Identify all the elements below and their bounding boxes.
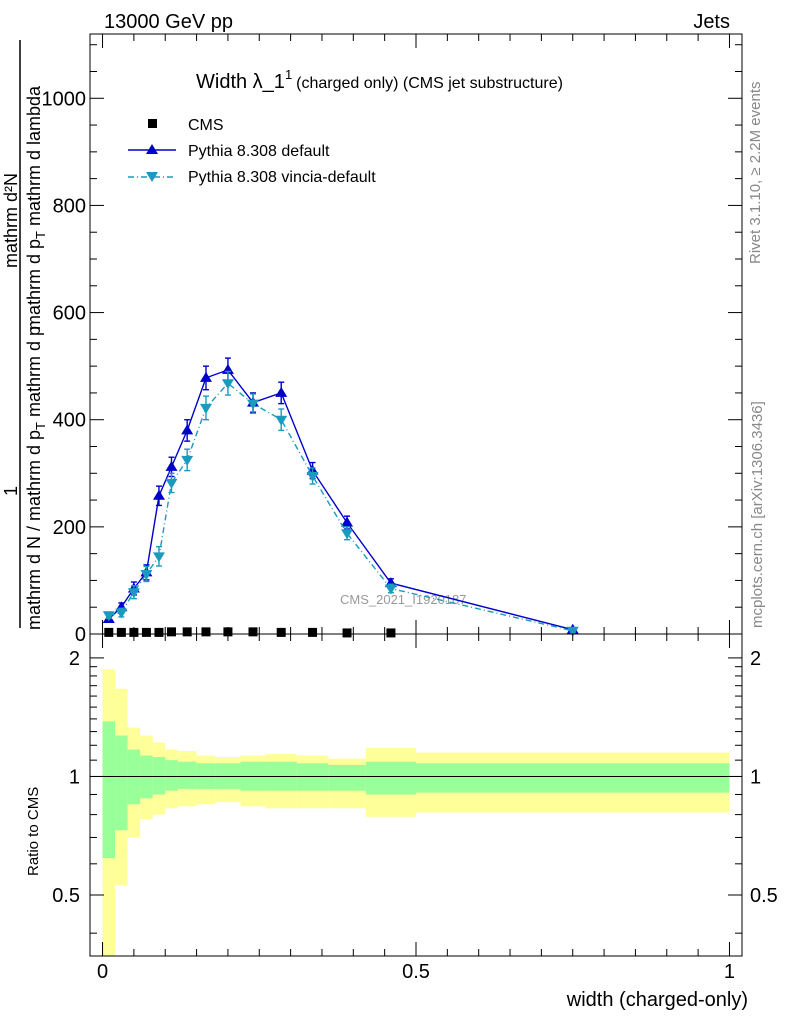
x-tick-label: 1 bbox=[724, 961, 735, 983]
legend-marker-pythia-vincia bbox=[146, 172, 158, 182]
cms-data-point bbox=[248, 627, 258, 637]
main-panel-ticks bbox=[90, 34, 742, 635]
cms-data-point bbox=[276, 627, 286, 637]
pythia-vincia-data-point bbox=[275, 415, 288, 426]
pythia-vincia-data-point bbox=[102, 611, 115, 622]
cms-data-point bbox=[386, 628, 396, 638]
ratio-band-inner bbox=[416, 763, 730, 793]
ratio-bands bbox=[102, 669, 730, 956]
cms-data-point bbox=[182, 627, 192, 637]
energy-label: 13000 GeV pp bbox=[104, 11, 233, 33]
cms-data-point bbox=[141, 627, 151, 637]
ratio-band-inner bbox=[165, 760, 178, 791]
ratio-y-tick-label-right: 1 bbox=[750, 766, 761, 788]
ratio-band-inner bbox=[102, 721, 116, 859]
ratio-y-tick-label: 1 bbox=[69, 766, 80, 788]
y-tick-label: 600 bbox=[53, 303, 86, 325]
x-axis-title: width (charged-only) bbox=[566, 989, 748, 1011]
y-axis-title-denominator: mathrm d N / mathrm d pT mathrm d p bbox=[24, 326, 48, 630]
analysis-watermark: CMS_2021_I1920187 bbox=[340, 592, 467, 607]
pythia-vincia-data-point bbox=[165, 478, 178, 489]
y-axis-title-numerator: 1 bbox=[1, 486, 21, 496]
pythia-vincia-data-point bbox=[127, 588, 140, 599]
cms-data-point bbox=[116, 627, 126, 637]
pythia-default-data-point bbox=[165, 460, 178, 471]
ratio-y-axis-title: Ratio to CMS bbox=[25, 787, 42, 876]
cms-data-point bbox=[201, 627, 211, 637]
y-axis-title: mathrm d N / mathrm d pT mathrm d p bbox=[24, 326, 48, 630]
x-tick-label: 0 bbox=[97, 961, 108, 983]
ratio-band-inner bbox=[328, 764, 366, 791]
y-tick-label: 200 bbox=[53, 517, 86, 539]
ratio-band-inner bbox=[115, 735, 128, 831]
mcplots-label: mcplots.cern.ch [arXiv:1306.3436] bbox=[749, 401, 766, 628]
x-tick-label: 0.5 bbox=[402, 961, 430, 983]
legend-marker-cms bbox=[148, 119, 157, 128]
x-tick-labels: 0 0.5 1 bbox=[97, 961, 735, 983]
legend-label-pythia-vincia: Pythia 8.308 vincia-default bbox=[188, 169, 376, 186]
ratio-y-tick-label: 0.5 bbox=[52, 885, 80, 907]
pythia-default-data-point bbox=[199, 371, 212, 382]
pythia-default-line bbox=[108, 369, 573, 631]
ratio-band-inner bbox=[152, 757, 166, 795]
ratio-band-inner bbox=[177, 761, 197, 789]
legend-label-cms: CMS bbox=[188, 117, 224, 134]
pythia-vincia-data-point bbox=[566, 626, 579, 637]
pythia-default-data-point bbox=[152, 489, 165, 500]
cms-data-point bbox=[104, 627, 114, 637]
pythia-vincia-data-point bbox=[181, 455, 194, 466]
main-panel-data bbox=[102, 357, 579, 638]
ratio-y-tick-label: 2 bbox=[69, 648, 80, 670]
legend-marker-pythia-default bbox=[146, 144, 158, 154]
collection-label: Jets bbox=[693, 11, 730, 33]
cms-data-point bbox=[342, 628, 352, 638]
pythia-vincia-data-point bbox=[341, 529, 354, 540]
cms-data-point bbox=[154, 627, 164, 637]
pythia-default-data-point bbox=[181, 424, 194, 435]
main-panel-y-tick-labels: 0 200 400 600 800 1000 bbox=[42, 88, 87, 646]
ratio-band-inner bbox=[296, 763, 329, 791]
ratio-y-tick-label-right: 0.5 bbox=[750, 885, 778, 907]
y-tick-label: 0 bbox=[75, 624, 86, 646]
plot-title: Width λ_11(charged only) (CMS jet substr… bbox=[196, 67, 563, 93]
legend: CMS Pythia 8.308 default Pythia 8.308 vi… bbox=[128, 117, 376, 186]
pythia-vincia-data-point bbox=[384, 584, 397, 595]
pythia-vincia-data-point bbox=[306, 471, 319, 482]
cms-data-point bbox=[308, 627, 318, 637]
svg-text:mathrm d pT mathrm d lambda: mathrm d pT mathrm d lambda bbox=[24, 85, 48, 330]
pythia-vincia-data-point bbox=[115, 608, 128, 619]
cms-data-point bbox=[129, 627, 139, 637]
cms-data-point bbox=[223, 627, 233, 637]
pythia-vincia-data-point bbox=[140, 570, 153, 580]
pythia-vincia-data-point bbox=[221, 379, 234, 390]
y-axis-title-upper: mathrm d pT mathrm d lambda bbox=[24, 85, 48, 330]
pythia-vincia-data-point bbox=[199, 403, 212, 414]
pythia-vincia-data-point bbox=[152, 552, 165, 563]
ratio-panel-ticks bbox=[90, 634, 742, 956]
legend-label-pythia-default: Pythia 8.308 default bbox=[188, 143, 330, 160]
rivet-label: Rivet 3.1.10, ≥ 2.2M events bbox=[747, 82, 764, 265]
ratio-y-tick-labels-right: 0.5 1 2 bbox=[750, 648, 778, 907]
y-tick-label: 400 bbox=[53, 410, 86, 432]
ratio-y-tick-labels: 0.5 1 2 bbox=[52, 648, 80, 907]
pythia-default-data-point bbox=[341, 516, 354, 527]
cms-data-point bbox=[167, 627, 176, 637]
y-tick-label: 1000 bbox=[42, 88, 87, 110]
ratio-y-tick-label-right: 2 bbox=[750, 648, 761, 670]
y-tick-label: 800 bbox=[53, 195, 86, 217]
ratio-band-inner bbox=[365, 761, 416, 795]
pythia-vincia-data-point bbox=[247, 399, 259, 410]
y-axis-title-d2n: mathrm d²N bbox=[1, 173, 21, 268]
pythia-default-data-point bbox=[275, 386, 288, 397]
